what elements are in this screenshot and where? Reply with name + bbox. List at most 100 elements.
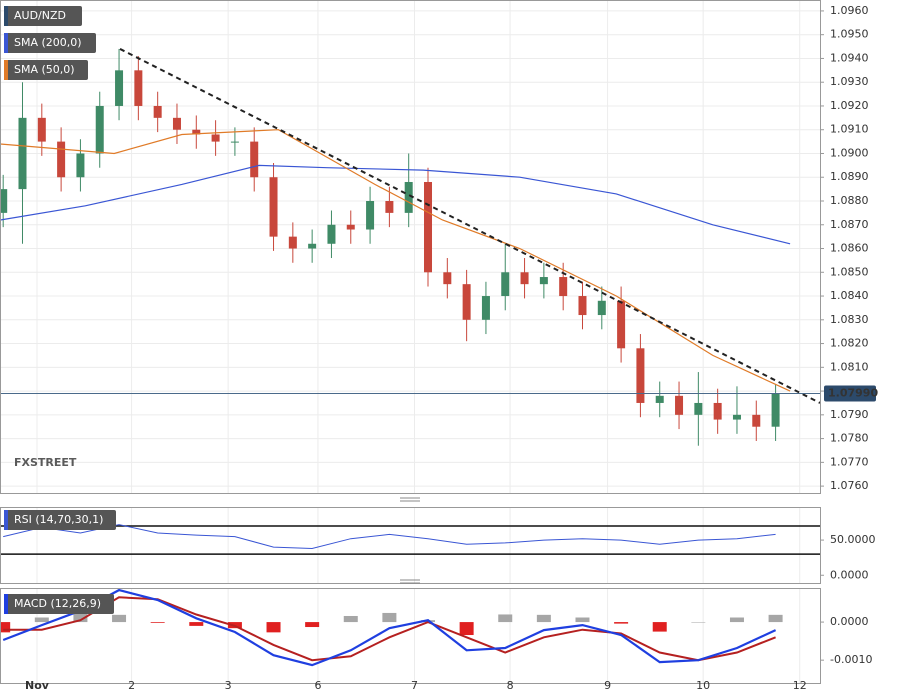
histogram-bar xyxy=(459,622,474,636)
macd-panel xyxy=(0,588,821,684)
y-tick-label: 1.0840 xyxy=(830,289,869,302)
candle-body xyxy=(327,224,336,244)
histogram-bar xyxy=(305,622,320,628)
candle-body xyxy=(597,300,606,316)
legend-swatch xyxy=(4,594,8,614)
histogram-bar xyxy=(536,614,551,623)
candle-body xyxy=(771,393,780,427)
y-tick-label: 1.0920 xyxy=(830,99,869,112)
histogram-bar xyxy=(729,617,744,623)
candle-body xyxy=(424,181,433,273)
y-tick-label: 1.0870 xyxy=(830,218,869,231)
histogram-bar xyxy=(0,622,11,633)
candle-body xyxy=(520,272,529,285)
candle-body xyxy=(713,402,722,420)
candle-body xyxy=(636,348,645,403)
candle-body xyxy=(752,414,761,427)
histogram-bar xyxy=(73,612,88,623)
y-tick-label: 1.0960 xyxy=(830,4,869,17)
x-tick-label: 6 xyxy=(314,679,321,692)
candle-body xyxy=(559,277,568,297)
candle-body xyxy=(501,272,510,297)
legend-box xyxy=(4,6,82,26)
candle-body xyxy=(385,201,394,213)
candle-body xyxy=(172,117,181,130)
watermark: FXSTREET xyxy=(14,456,77,469)
candle-body xyxy=(481,296,490,320)
candle-body xyxy=(115,70,124,106)
legend-label: SMA (50,0) xyxy=(14,63,75,76)
marks xyxy=(0,48,821,667)
histogram-bar xyxy=(189,622,204,626)
candle-body xyxy=(192,129,201,135)
y-tick-label: 1.0820 xyxy=(830,337,869,350)
y-tick-label: 50.0000 xyxy=(830,533,876,546)
x-tick-label: 3 xyxy=(225,679,232,692)
y-tick-label: 1.0890 xyxy=(830,170,869,183)
legend-swatch xyxy=(4,510,8,530)
candle-body xyxy=(462,284,471,320)
last-price-box xyxy=(824,385,876,402)
y-tick-label: 0.0000 xyxy=(830,615,869,628)
candle-body xyxy=(732,414,741,420)
legend-swatch xyxy=(4,33,8,53)
histogram-bar xyxy=(614,622,629,624)
candle-body xyxy=(250,141,259,178)
candle-body xyxy=(76,153,85,178)
candle-body xyxy=(655,395,664,403)
y-tick-label: -0.0010 xyxy=(830,653,872,666)
candle-body xyxy=(230,141,239,143)
x-tick-label: 9 xyxy=(604,679,611,692)
y-tick-label: 1.0850 xyxy=(830,265,869,278)
legend-box xyxy=(4,60,88,80)
x-tick-label: 10 xyxy=(696,679,710,692)
x-tick-label: 8 xyxy=(507,679,514,692)
candle-body xyxy=(0,189,8,213)
legend-swatch xyxy=(4,60,8,80)
legend-label: RSI (14,70,30,1) xyxy=(14,513,103,526)
candle-body xyxy=(675,395,684,415)
histogram-bar xyxy=(768,614,783,623)
sma-line xyxy=(0,129,791,392)
candle-body xyxy=(269,177,278,237)
y-tick-label: 1.0880 xyxy=(830,194,869,207)
candle-body xyxy=(153,105,162,118)
trend-line xyxy=(119,48,821,404)
legend-label: AUD/NZD xyxy=(14,9,66,22)
y-tick-label: 1.0770 xyxy=(830,455,869,468)
y-tick-label: 1.0830 xyxy=(830,313,869,326)
panel-handle xyxy=(400,579,420,584)
sma-line xyxy=(0,164,791,245)
x-tick-label: Nov xyxy=(25,679,50,692)
histogram-bar xyxy=(34,617,49,623)
histogram-bar xyxy=(575,617,590,623)
candle-body xyxy=(134,70,143,106)
histogram-bar xyxy=(266,622,281,633)
x-tick-label: 12 xyxy=(793,679,807,692)
histogram-bar xyxy=(691,622,706,623)
y-tick-label: 1.0930 xyxy=(830,75,869,88)
y-tick-label: 0.0000 xyxy=(830,568,869,581)
grid: FXSTREET xyxy=(0,0,824,683)
y-tick-label: 1.0810 xyxy=(830,360,869,373)
candle-body xyxy=(694,402,703,415)
candle-body xyxy=(366,201,375,230)
candle-body xyxy=(288,236,297,249)
candle-body xyxy=(95,105,104,154)
histogram-bar xyxy=(652,622,667,632)
candle-body xyxy=(37,117,46,142)
candle-body xyxy=(404,181,413,213)
legend-label: SMA (200,0) xyxy=(14,36,82,49)
candle-body xyxy=(539,277,548,285)
candle-body xyxy=(211,134,220,142)
histogram-bar xyxy=(498,614,513,623)
y-tick-label: 1.0780 xyxy=(830,432,869,445)
x-tick-label: 2 xyxy=(128,679,135,692)
panel-handle xyxy=(400,497,420,502)
candle-body xyxy=(578,296,587,316)
rsi-line xyxy=(3,524,776,550)
y-tick-label: 1.0950 xyxy=(830,28,869,41)
histogram-bar xyxy=(382,612,397,623)
